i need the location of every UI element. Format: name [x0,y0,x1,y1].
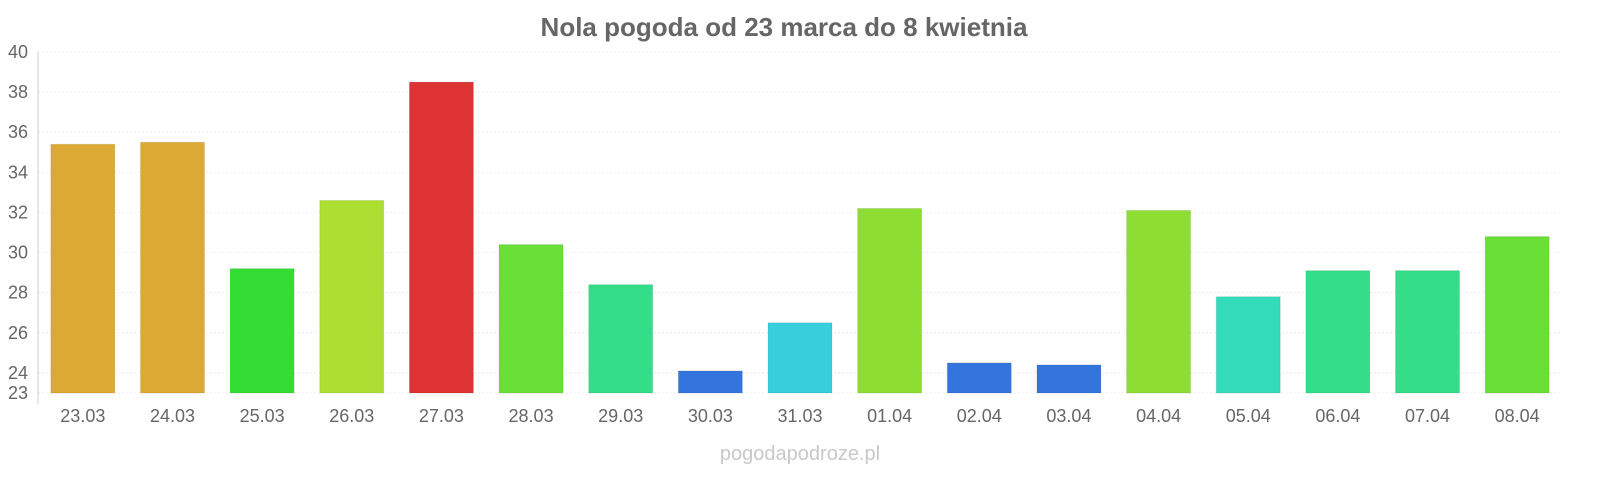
bar-25.03 [229,268,295,394]
y-tick-label: 30 [8,243,28,263]
bar-23.03 [50,143,116,394]
y-tick-label: 34 [8,162,28,182]
x-tick-label: 29.03 [598,406,643,426]
x-tick-label: 28.03 [509,406,554,426]
bar-28.03 [498,244,564,394]
x-tick-label: 25.03 [240,406,285,426]
x-tick-label: 23.03 [60,406,105,426]
bar-02.04 [946,362,1012,394]
y-tick-label: 24 [8,363,28,383]
x-tick-label: 01.04 [867,406,912,426]
x-tick-label: 03.04 [1046,406,1091,426]
x-tick-label: 31.03 [777,406,822,426]
bar-26.03 [319,199,385,394]
x-tick-label: 06.04 [1315,406,1360,426]
y-tick-label: 40 [8,42,28,62]
x-tick-label: 04.04 [1136,406,1181,426]
x-tick-label: 27.03 [419,406,464,426]
bar-03.04 [1036,364,1102,394]
chart-title: Nola pogoda od 23 marca do 8 kwietnia [541,12,1028,42]
x-tick-label: 08.04 [1495,406,1540,426]
y-tick-label: 32 [8,202,28,222]
bar-24.03 [139,141,205,394]
y-tick-label: 23 [8,383,28,403]
bar-06.04 [1305,270,1371,394]
watermark: pogodapodroze.pl [720,443,880,465]
x-tick-label: 02.04 [957,406,1002,426]
y-tick-label: 26 [8,323,28,343]
bar-08.04 [1484,236,1550,394]
x-tick-label: 05.04 [1226,406,1271,426]
x-tick-label: 07.04 [1405,406,1450,426]
x-tick-label: 26.03 [329,406,374,426]
bar-30.03 [677,370,743,394]
y-tick-label: 28 [8,283,28,303]
y-tick-label: 38 [8,82,28,102]
bar-27.03 [408,81,474,394]
bar-29.03 [588,284,654,394]
x-axis-ticks: 23.03 24.03 25.03 26.03 27.03 28.03 29.03 30.03… [60,406,1539,426]
x-tick-label: 30.03 [688,406,733,426]
bar-07.04 [1395,270,1461,394]
bars [50,81,1550,394]
bar-04.04 [1126,209,1192,394]
bar-05.04 [1215,296,1281,394]
x-tick-label: 24.03 [150,406,195,426]
bar-31.03 [767,322,833,394]
y-tick-label: 36 [8,122,28,142]
bar-01.04 [857,207,923,394]
